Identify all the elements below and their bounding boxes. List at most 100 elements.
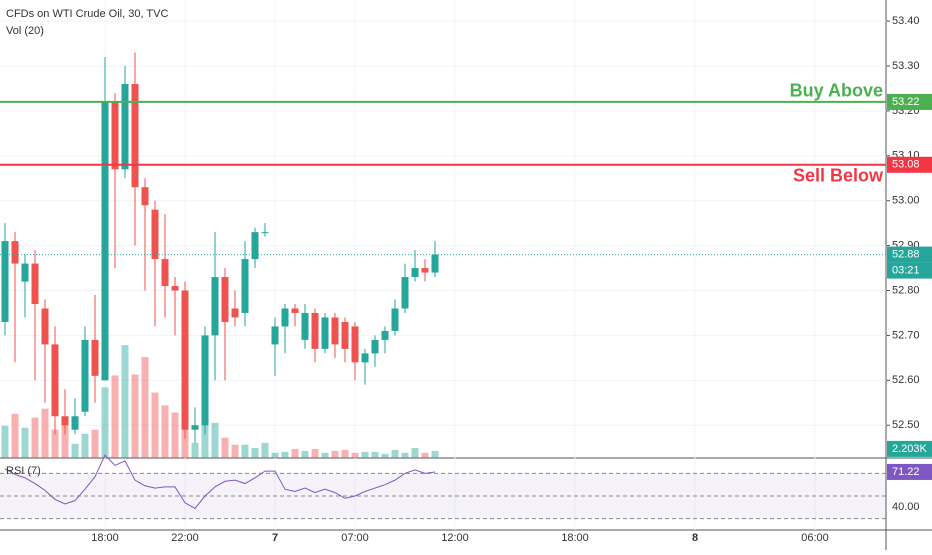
grid: 53.4053.3053.2053.1053.0052.9052.8052.70… bbox=[0, 0, 920, 544]
level-badge-bg bbox=[887, 93, 932, 110]
candle-body bbox=[241, 259, 249, 313]
volume-badge-bg bbox=[887, 440, 932, 457]
level-badge: 53.22 bbox=[892, 96, 920, 108]
y-tick-label: 52.80 bbox=[892, 284, 920, 296]
candle-body bbox=[71, 416, 79, 430]
volume-bar bbox=[411, 448, 419, 458]
volume-bar bbox=[361, 451, 369, 458]
candle-body bbox=[391, 308, 399, 331]
volume-bar bbox=[331, 450, 339, 458]
candle-body bbox=[111, 101, 119, 170]
candle-body bbox=[1, 241, 9, 322]
volume-bar bbox=[381, 453, 389, 458]
volume-bar bbox=[171, 412, 179, 458]
candle-body bbox=[331, 317, 339, 345]
y-tick-label: 53.00 bbox=[892, 195, 920, 207]
candle-body bbox=[201, 335, 209, 426]
volume-bar bbox=[21, 427, 29, 458]
volume-bar bbox=[131, 374, 139, 458]
candle-body bbox=[281, 308, 289, 327]
candle-body bbox=[321, 317, 329, 349]
candle-body bbox=[361, 353, 369, 363]
volume-bar bbox=[251, 448, 259, 458]
volume-bar bbox=[151, 392, 159, 458]
candle-body bbox=[231, 308, 239, 318]
volume-bar bbox=[221, 437, 229, 458]
countdown-badge: 03:21 bbox=[892, 265, 920, 277]
volume-bar bbox=[101, 387, 109, 458]
candle-body bbox=[191, 425, 199, 430]
volume-bar bbox=[341, 449, 349, 458]
candle-body bbox=[181, 290, 189, 430]
volume-bar bbox=[11, 413, 19, 458]
candle-body bbox=[381, 330, 389, 340]
y-tick-label: 53.30 bbox=[892, 60, 920, 72]
candle-body bbox=[221, 277, 229, 322]
candle-body bbox=[11, 241, 19, 264]
volume-bar bbox=[61, 419, 69, 458]
candle-body bbox=[121, 83, 129, 170]
candle-body bbox=[31, 263, 39, 304]
volume-bar bbox=[211, 422, 219, 458]
level-badge-bg bbox=[887, 156, 932, 173]
volume-bar bbox=[301, 450, 309, 458]
rsi-legend: RSI (7) bbox=[6, 465, 41, 477]
volume-badge: 2.203K bbox=[892, 443, 928, 455]
volume-bar bbox=[261, 442, 269, 458]
volume-bar bbox=[391, 449, 399, 458]
x-tick-label: 18:00 bbox=[91, 532, 119, 544]
volume-bar bbox=[291, 448, 299, 458]
y-tick-label: 52.60 bbox=[892, 374, 920, 386]
candle-body bbox=[401, 277, 409, 309]
x-tick-label: 8 bbox=[692, 532, 698, 544]
candle-body bbox=[91, 339, 99, 376]
rsi-badge-bg bbox=[887, 463, 932, 480]
candle-body bbox=[151, 209, 159, 260]
candle-body bbox=[131, 83, 139, 188]
volume-bar bbox=[231, 444, 239, 458]
last-price-badge: 52.88 bbox=[892, 249, 920, 261]
volume-bar bbox=[121, 345, 129, 458]
x-tick-label: 18:00 bbox=[561, 532, 589, 544]
chart-title: CFDs on WTI Crude Oil, 30, TVC bbox=[6, 8, 168, 20]
volume-bar bbox=[161, 405, 169, 458]
candle-body bbox=[251, 232, 259, 260]
candle-body bbox=[341, 321, 349, 349]
volume-bar bbox=[71, 443, 79, 458]
candle-body bbox=[161, 259, 169, 287]
candle-body bbox=[411, 268, 419, 278]
candle-body bbox=[421, 268, 429, 273]
candle-body bbox=[271, 326, 279, 345]
volume-bar bbox=[111, 375, 119, 458]
x-tick-label: 7 bbox=[272, 532, 278, 544]
level-badge: 53.08 bbox=[892, 159, 920, 171]
volume-bar bbox=[91, 429, 99, 458]
rsi-line bbox=[4, 454, 436, 510]
candle-body bbox=[141, 187, 149, 206]
candle-body bbox=[61, 416, 69, 426]
volume-bar bbox=[371, 451, 379, 458]
volume-bar bbox=[81, 433, 89, 458]
volume-bar bbox=[41, 408, 49, 458]
volume-bar bbox=[271, 452, 279, 458]
volume-bar bbox=[351, 452, 359, 458]
volume-bar bbox=[281, 451, 289, 458]
candle-body bbox=[101, 101, 109, 381]
candle-body bbox=[311, 312, 319, 349]
volume-bar bbox=[191, 442, 199, 458]
last-price-badge-bg bbox=[887, 246, 932, 263]
x-tick-label: 12:00 bbox=[441, 532, 469, 544]
volume-bar bbox=[31, 417, 39, 458]
candle-body bbox=[291, 308, 299, 313]
candle-body bbox=[41, 308, 49, 345]
candle-body bbox=[211, 277, 219, 336]
volume-bar bbox=[431, 450, 439, 458]
candle-body bbox=[171, 286, 179, 291]
candle-body bbox=[261, 232, 269, 234]
countdown-badge-bg bbox=[887, 262, 932, 279]
level-label: Buy Above bbox=[790, 81, 883, 101]
x-tick-label: 22:00 bbox=[171, 532, 199, 544]
volume-bar bbox=[241, 444, 249, 458]
y-tick-label: 52.50 bbox=[892, 419, 920, 431]
